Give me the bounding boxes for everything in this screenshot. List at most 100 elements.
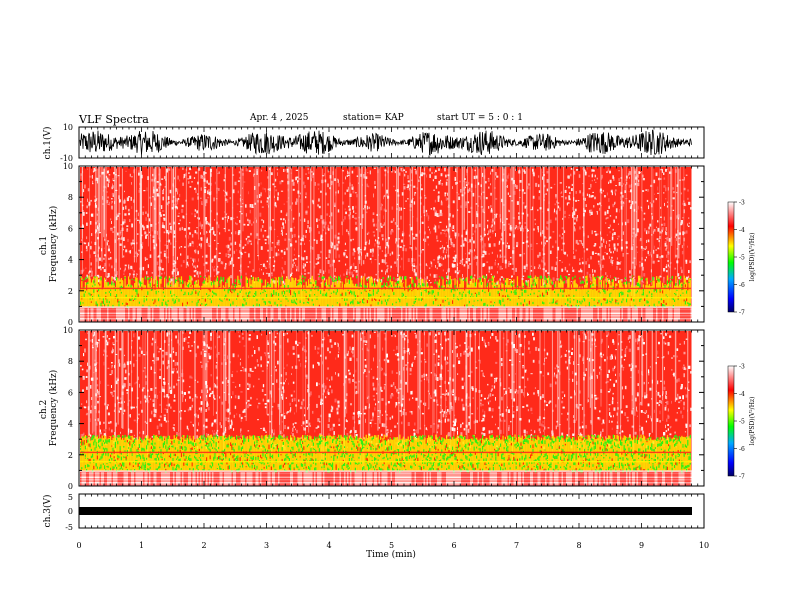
spectrogram-cell [95, 258, 98, 262]
spectrogram-cell [395, 278, 398, 281]
spectrogram-cell [575, 308, 577, 322]
spectrogram-cell [586, 275, 588, 307]
spectrogram-cell [315, 280, 317, 285]
spectrogram-cell [265, 267, 267, 269]
spectrogram-cell [627, 219, 630, 224]
spectrogram-cell [176, 308, 178, 322]
spectrogram-cell [689, 279, 691, 281]
spectrogram-cell [523, 169, 526, 173]
spectrogram-cell [309, 229, 311, 233]
ch2-spectrogram-image [80, 330, 692, 486]
spectrogram-cell [238, 280, 240, 284]
spectrogram-cell [149, 308, 151, 322]
spectrogram-cell [527, 308, 529, 322]
spectrogram-cell [107, 240, 109, 242]
spectrogram-cell [142, 304, 144, 307]
spectrogram-cell [611, 256, 613, 259]
spectrogram-cell [680, 294, 682, 297]
spectrogram-cell [302, 181, 305, 185]
spectrogram-cell [130, 196, 132, 201]
spectrogram-cell [90, 301, 93, 303]
spectrogram-cell [396, 281, 399, 284]
spectrogram-cell [454, 258, 456, 262]
spectrogram-cell [390, 284, 393, 287]
spectrogram-streak [359, 166, 361, 264]
spectrogram-cell [211, 260, 214, 263]
spectrogram-cell [433, 207, 435, 210]
spectrogram-cell [240, 308, 242, 322]
spectrogram-cell [242, 199, 243, 200]
spectrogram-cell [538, 290, 540, 292]
spectrogram-cell [191, 240, 193, 244]
spectrogram-cell [141, 282, 143, 284]
spectrogram-cell [465, 294, 467, 297]
spectrogram-cell [251, 280, 253, 307]
spectrogram-cell [80, 276, 82, 279]
spectrogram-cell [528, 276, 531, 279]
spectrogram-ytick-label: 0 [68, 318, 73, 327]
spectrogram-cell [228, 308, 230, 322]
spectrogram-streak [361, 166, 363, 229]
spectrogram-cell [540, 285, 543, 307]
spectrogram-cell [282, 290, 285, 292]
spectrogram-cell [382, 285, 384, 288]
spectrogram-cell [669, 308, 671, 322]
spectrogram-cell [646, 277, 648, 307]
spectrogram-cell [604, 211, 607, 216]
spectrogram-cell [260, 228, 262, 232]
spectrogram-cell [266, 308, 268, 322]
spectrogram-cell [250, 275, 252, 277]
spectrogram-cell [597, 253, 600, 256]
spectrogram-cell [618, 294, 621, 297]
spectrogram-cell [468, 187, 471, 192]
spectrogram-cell [260, 182, 262, 185]
spectrogram-cell [247, 266, 250, 268]
spectrogram-cell [380, 280, 382, 283]
spectrogram-cell [190, 284, 192, 287]
spectrogram-cell [147, 264, 149, 268]
spectrogram-cell [317, 224, 319, 228]
spectrogram-cell [80, 308, 82, 322]
spectrogram-cell [612, 233, 614, 237]
spectrogram-cell [197, 216, 199, 219]
spectrogram-cell [92, 308, 94, 322]
spectrogram-cell [240, 275, 243, 279]
spectrogram-cell [573, 171, 576, 175]
spectrogram-cell [542, 171, 544, 173]
spectrogram-cell [509, 195, 512, 197]
spectrogram-cell [418, 297, 420, 301]
spectrogram-cell [342, 308, 344, 322]
spectrogram-cell [155, 305, 157, 308]
spectrogram-cell [483, 263, 486, 266]
spectrogram-cell [334, 245, 336, 250]
spectrogram-cell [312, 172, 315, 175]
spectrogram-cell [345, 292, 347, 296]
spectrogram-cell [107, 273, 110, 277]
spectrogram-cell [156, 261, 159, 266]
spectrogram-cell [364, 288, 366, 292]
spectrogram-cell [103, 269, 106, 272]
spectrogram-cell [670, 280, 672, 283]
spectrogram-streak [669, 166, 671, 293]
spectrogram-cell [83, 268, 85, 272]
spectrogram-cell [603, 238, 605, 243]
spectrogram-cell [356, 273, 358, 277]
spectrogram-cell [348, 308, 350, 322]
spectrogram-cell [390, 220, 393, 223]
spectrogram-cell [600, 192, 603, 194]
spectrogram-cell [519, 197, 521, 199]
spectrogram-streak [136, 166, 137, 263]
spectrogram-cell [452, 225, 455, 229]
spectrogram-cell [246, 240, 249, 245]
spectrogram-cell [396, 285, 399, 289]
spectrogram-cell [345, 263, 347, 266]
spectrogram-cell [218, 284, 220, 286]
spectrogram-cell [255, 291, 257, 295]
spectrogram-cell [647, 239, 650, 243]
spectrogram-cell [246, 277, 249, 307]
spectrogram-cell [567, 175, 568, 179]
spectrogram-cell [464, 186, 466, 189]
spectrogram-cell [446, 275, 449, 280]
spectrogram-cell [385, 262, 388, 265]
spectrogram-cell [125, 308, 127, 322]
